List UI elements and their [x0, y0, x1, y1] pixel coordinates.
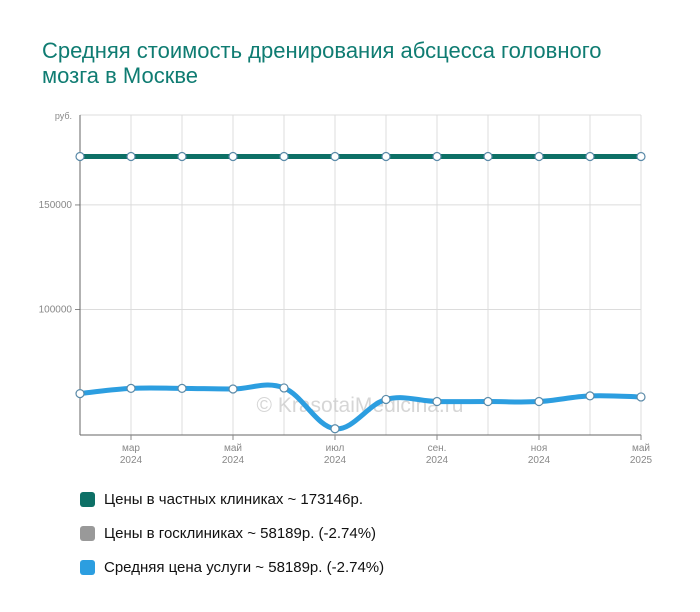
data-point-private — [279, 151, 289, 162]
x-tick-label-month: ноя — [531, 443, 548, 454]
legend-label-state: Цены в госклиниках ~ 58189р. (-2.74%) — [104, 524, 377, 542]
data-point-average — [381, 394, 391, 405]
chart-title: Средняя стоимость дренирования абсцесса … — [42, 38, 602, 88]
x-tick-label-month: май — [224, 443, 242, 454]
x-tick-label-year: 2024 — [222, 455, 245, 466]
data-point-private — [381, 151, 391, 162]
x-tick-label-year: 2024 — [324, 455, 347, 466]
data-point-average — [534, 396, 544, 407]
data-point-private — [75, 151, 85, 162]
data-point-average — [126, 383, 136, 393]
x-tick-label-year: 2025 — [630, 455, 653, 466]
watermark-text: © KrasotaiMedicina.ru — [257, 394, 464, 417]
legend-item-state[interactable]: Цены в госклиниках ~ 58189р. (-2.74%) — [80, 516, 384, 550]
data-point-private — [585, 151, 595, 162]
chart-legend: Цены в частных клиниках ~ 173146р. Цены … — [80, 482, 384, 584]
data-point-private — [636, 151, 646, 162]
y-tick-label: 150000 — [39, 200, 73, 211]
legend-label-private: Цены в частных клиниках ~ 173146р. — [104, 490, 363, 508]
data-point-average — [432, 396, 442, 407]
data-point-private — [534, 151, 544, 162]
data-point-private — [483, 151, 493, 162]
data-point-private — [126, 151, 136, 162]
data-point-private — [177, 151, 187, 162]
line-chart: 100000150000руб.мар2024май2024июл2024сен… — [39, 111, 653, 466]
data-point-average — [330, 424, 340, 434]
y-unit-label: руб. — [55, 111, 72, 121]
x-tick-label-year: 2024 — [528, 455, 551, 466]
data-point-average — [228, 384, 238, 394]
data-point-average — [636, 392, 646, 402]
data-point-average — [75, 388, 85, 399]
data-point-average — [177, 383, 187, 393]
legend-item-average[interactable]: Средняя цена услуги ~ 58189р. (-2.74%) — [80, 550, 384, 584]
axis-layer: 100000150000руб.мар2024май2024июл2024сен… — [39, 111, 653, 466]
legend-swatch-state — [80, 525, 95, 541]
data-point-private — [228, 151, 238, 162]
x-tick-label-month: сен. — [428, 443, 447, 454]
data-point-average — [279, 383, 289, 393]
x-tick-label-month: июл — [326, 443, 345, 454]
legend-swatch-average — [80, 559, 95, 575]
series-layer — [75, 151, 646, 434]
x-tick-label-month: мар — [122, 443, 140, 454]
data-point-average — [585, 391, 595, 401]
grid-layer — [79, 114, 642, 435]
y-tick-label: 100000 — [39, 305, 73, 316]
legend-swatch-private — [80, 491, 95, 507]
legend-item-private[interactable]: Цены в частных клиниках ~ 173146р. — [80, 482, 384, 516]
x-tick-label-year: 2024 — [426, 455, 449, 466]
data-point-average — [483, 396, 493, 407]
data-point-private — [432, 151, 442, 162]
x-tick-label-month: май — [632, 443, 650, 454]
legend-label-average: Средняя цена услуги ~ 58189р. (-2.74%) — [104, 558, 385, 576]
x-tick-label-year: 2024 — [120, 455, 143, 466]
data-point-private — [330, 151, 340, 162]
